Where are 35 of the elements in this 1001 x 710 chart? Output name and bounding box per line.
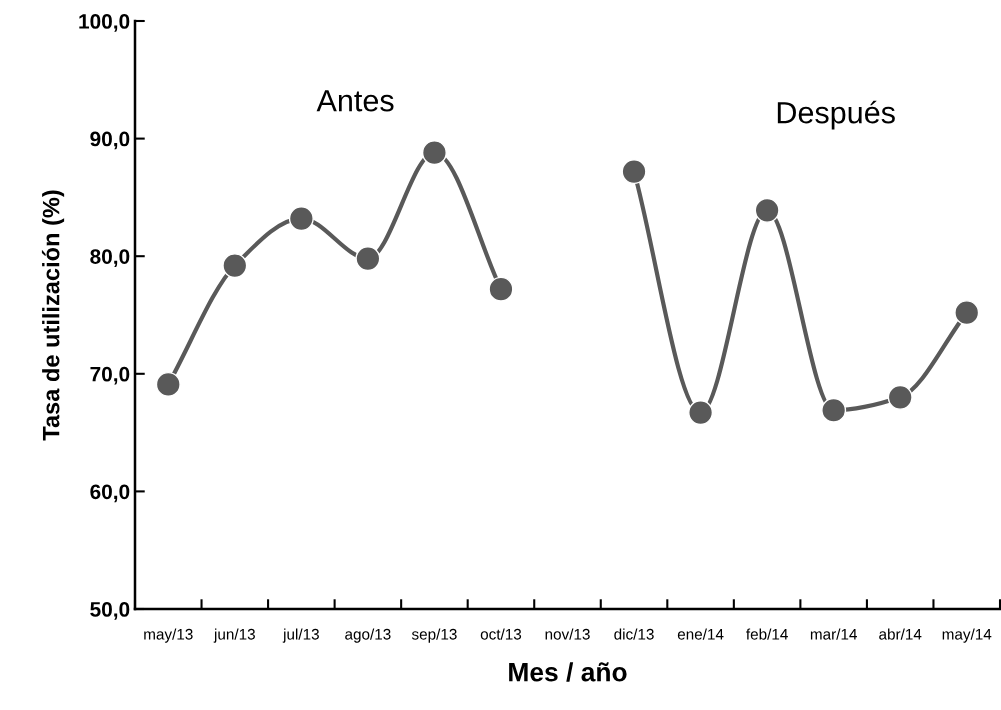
point	[421, 140, 447, 166]
y-tick-label: 100,0	[79, 14, 130, 32]
x-tick-label: ene/14	[677, 628, 724, 640]
point	[155, 371, 181, 397]
y-tick-label: 90,0	[90, 131, 130, 150]
point	[222, 253, 248, 279]
annotation: Antes	[316, 90, 394, 112]
point	[821, 397, 847, 423]
x-tick-label: ago/13	[345, 628, 391, 643]
y-axis-title: Tasa de utilización (%)	[41, 190, 65, 441]
x-tick-label: abr/14	[879, 628, 922, 640]
x-tick-label: sep/13	[411, 628, 457, 643]
y-tick-label: 70,0	[90, 366, 130, 385]
point	[288, 206, 314, 232]
x-tick-label: feb/14	[746, 628, 788, 640]
point	[887, 384, 913, 410]
annotation: Después	[777, 100, 895, 130]
x-tick-label: jun/13	[213, 628, 255, 643]
y-tick-label: 80,0	[90, 249, 130, 267]
point	[754, 197, 780, 223]
x-axis-title: Mes / año	[509, 662, 627, 682]
x-tick-label: nov/13	[545, 628, 590, 640]
y-tick-label: 50,0	[90, 602, 130, 620]
x-tick-label: jul/13	[282, 628, 319, 643]
x-tick-label: may/13	[144, 628, 193, 643]
point	[355, 246, 381, 272]
point	[621, 159, 647, 185]
point	[954, 300, 980, 326]
x-tick-label: dic/13	[614, 628, 654, 640]
point	[488, 276, 514, 302]
x-tick-label: may/14	[942, 628, 992, 643]
point	[688, 400, 714, 426]
y-tick-label: 60,0	[90, 484, 130, 503]
x-tick-label: mar/14	[810, 628, 857, 640]
x-tick-label: oct/13	[480, 628, 522, 640]
